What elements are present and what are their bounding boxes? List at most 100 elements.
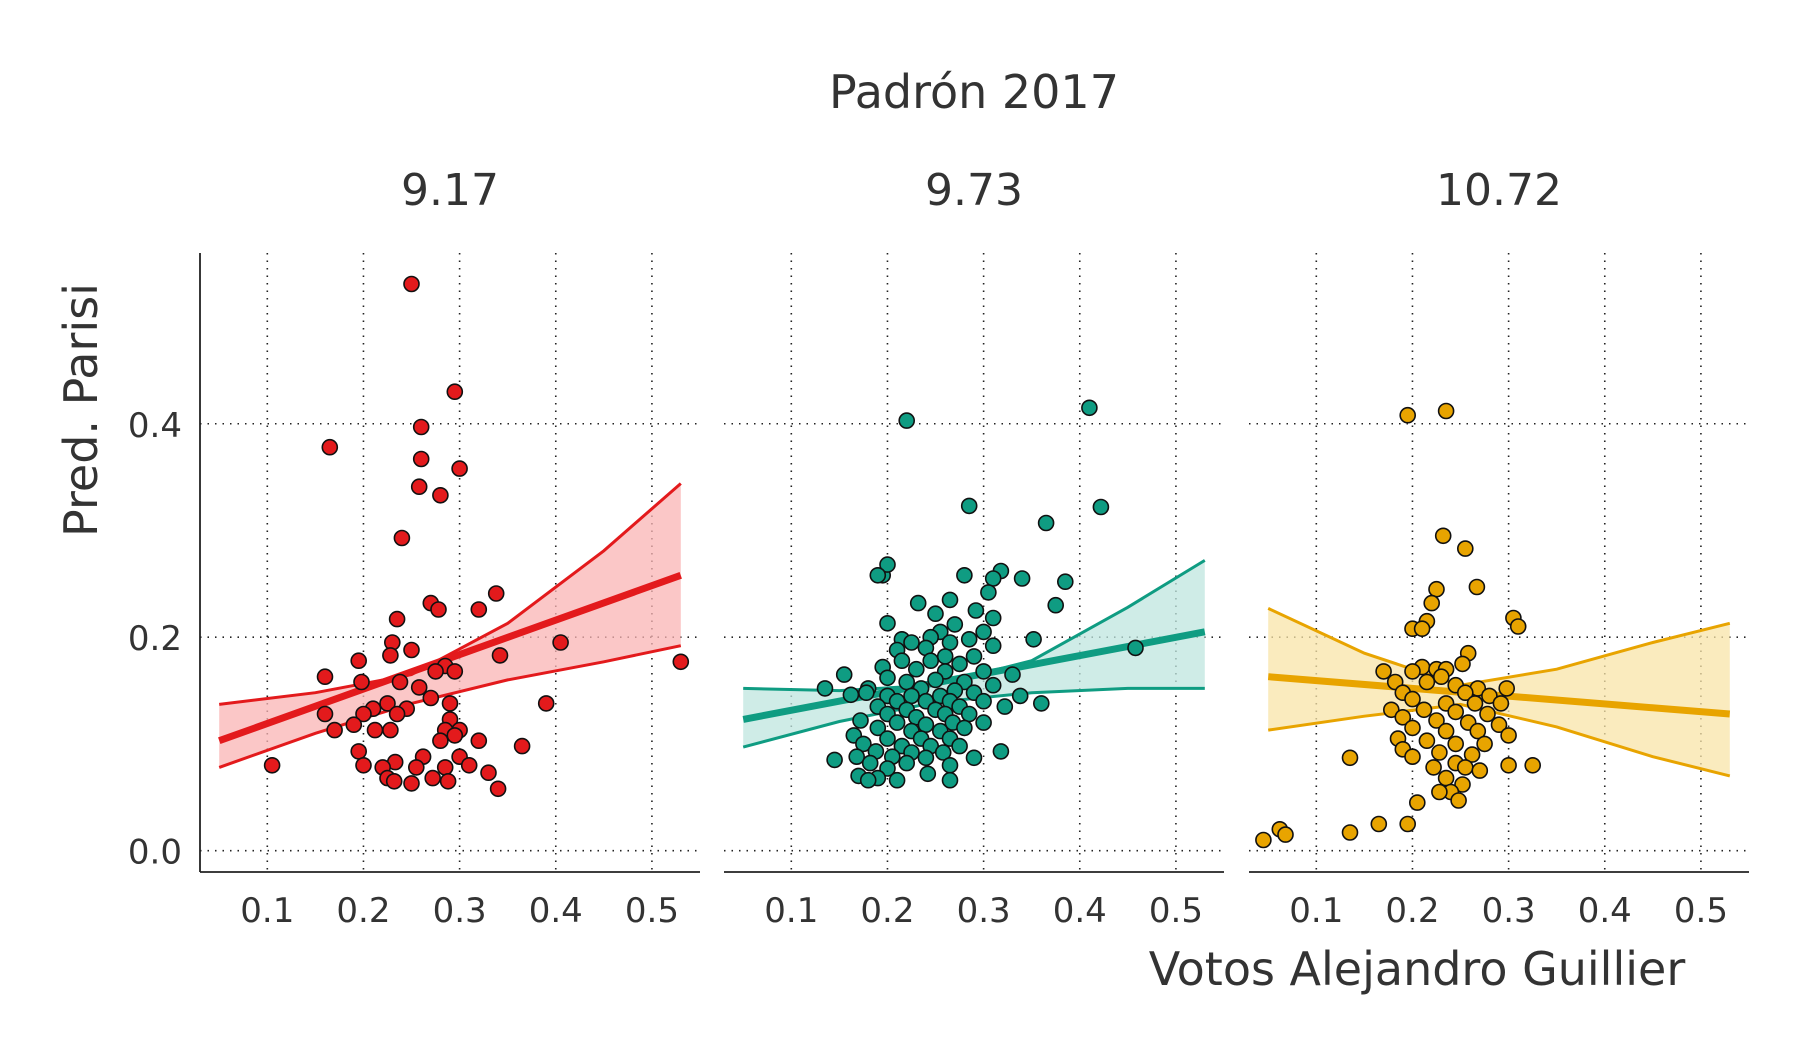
data-point	[412, 450, 430, 468]
data-point	[513, 737, 531, 755]
data-point	[1413, 620, 1431, 638]
data-point	[1341, 824, 1359, 841]
data-point	[1468, 578, 1486, 596]
data-point	[385, 772, 403, 790]
data-point	[956, 566, 973, 584]
data-point	[1437, 722, 1455, 740]
data-point	[263, 756, 281, 774]
x-tick-label: 0.3	[1482, 891, 1536, 931]
data-point	[366, 721, 384, 739]
data-point	[1394, 708, 1412, 726]
data-point	[859, 771, 877, 789]
data-point	[1524, 756, 1541, 774]
data-point	[980, 584, 997, 601]
data-point	[388, 610, 406, 628]
data-point	[951, 655, 968, 673]
data-point	[460, 756, 478, 774]
data-point	[1431, 744, 1448, 761]
x-tick-label: 0.4	[529, 891, 583, 931]
data-point	[1469, 722, 1487, 740]
data-point	[1013, 570, 1031, 587]
data-point	[355, 705, 372, 723]
data-point	[422, 689, 440, 707]
band-upper-line	[219, 482, 682, 706]
data-point	[1404, 690, 1421, 708]
data-point	[984, 676, 1002, 694]
data-point	[1025, 630, 1042, 648]
panel-2: 9.73 0.1 0.2 0.3 0.4 0.5	[724, 165, 1224, 931]
data-point	[1463, 746, 1481, 763]
x-tick-label: 0.2	[1385, 891, 1439, 931]
data-point	[888, 714, 906, 731]
data-point	[967, 602, 985, 619]
data-point	[552, 634, 569, 651]
data-point	[879, 730, 896, 747]
data-point	[936, 648, 954, 665]
data-point	[446, 383, 464, 401]
facet-title-1: 9.17	[401, 165, 499, 216]
data-point	[1457, 684, 1474, 702]
data-point	[1081, 399, 1098, 417]
data-point	[934, 744, 952, 761]
data-point	[941, 756, 959, 774]
fit-line	[218, 572, 682, 745]
data-point	[436, 759, 454, 776]
data-point	[1437, 402, 1455, 420]
data-point	[1471, 762, 1489, 779]
data-point	[1057, 573, 1074, 591]
data-point	[345, 716, 363, 734]
data-point	[879, 614, 896, 632]
data-point	[1092, 498, 1110, 516]
facet-title-2: 9.73	[925, 165, 1023, 216]
data-point	[407, 759, 425, 776]
facet-super-title: Padrón 2017	[829, 65, 1119, 119]
y-tick-label: 0.2	[128, 619, 182, 659]
data-point	[816, 680, 834, 697]
data-point	[861, 754, 879, 772]
x-tick-label: 0.5	[1674, 891, 1728, 931]
data-point	[927, 605, 944, 623]
data-point	[480, 764, 497, 782]
data-point	[903, 687, 920, 705]
y-tick-label: 0.0	[128, 833, 182, 873]
x-tick-label: 0.3	[433, 891, 487, 931]
data-point	[1418, 673, 1436, 691]
data-point	[984, 570, 1002, 587]
data-point	[1418, 732, 1436, 750]
data-point	[427, 663, 444, 680]
data-point	[1428, 580, 1445, 598]
data-point	[984, 609, 1002, 627]
data-point	[857, 684, 875, 702]
data-point	[879, 556, 896, 573]
data-point	[451, 460, 468, 477]
data-point	[835, 666, 853, 683]
data-point	[975, 623, 992, 641]
data-point	[403, 275, 420, 293]
y-tick-label: 0.4	[128, 406, 182, 446]
data-point	[842, 686, 860, 704]
data-point	[439, 772, 457, 790]
data-point	[1370, 815, 1388, 833]
panels: 9.17 0.0 0.2 0.4 0.1 0.2 0.3 0.4 0.5 9.73 0.1 0.2 0.…	[128, 165, 1749, 931]
data-point	[1457, 759, 1474, 776]
data-point	[316, 668, 334, 686]
data-point	[903, 634, 920, 651]
data-point	[869, 719, 887, 737]
data-point	[941, 634, 959, 651]
data-point	[956, 719, 973, 737]
data-point	[379, 695, 396, 712]
data-point	[960, 497, 978, 515]
data-point	[1127, 639, 1144, 657]
data-point	[919, 765, 937, 783]
data-point	[941, 591, 959, 609]
data-point	[1404, 719, 1421, 737]
data-point	[403, 775, 420, 792]
data-point	[1404, 663, 1421, 680]
data-point	[353, 673, 370, 691]
data-point	[1479, 705, 1496, 723]
data-point	[898, 412, 916, 429]
data-point	[1375, 663, 1392, 680]
data-point	[879, 760, 896, 777]
data-point	[1490, 716, 1508, 734]
